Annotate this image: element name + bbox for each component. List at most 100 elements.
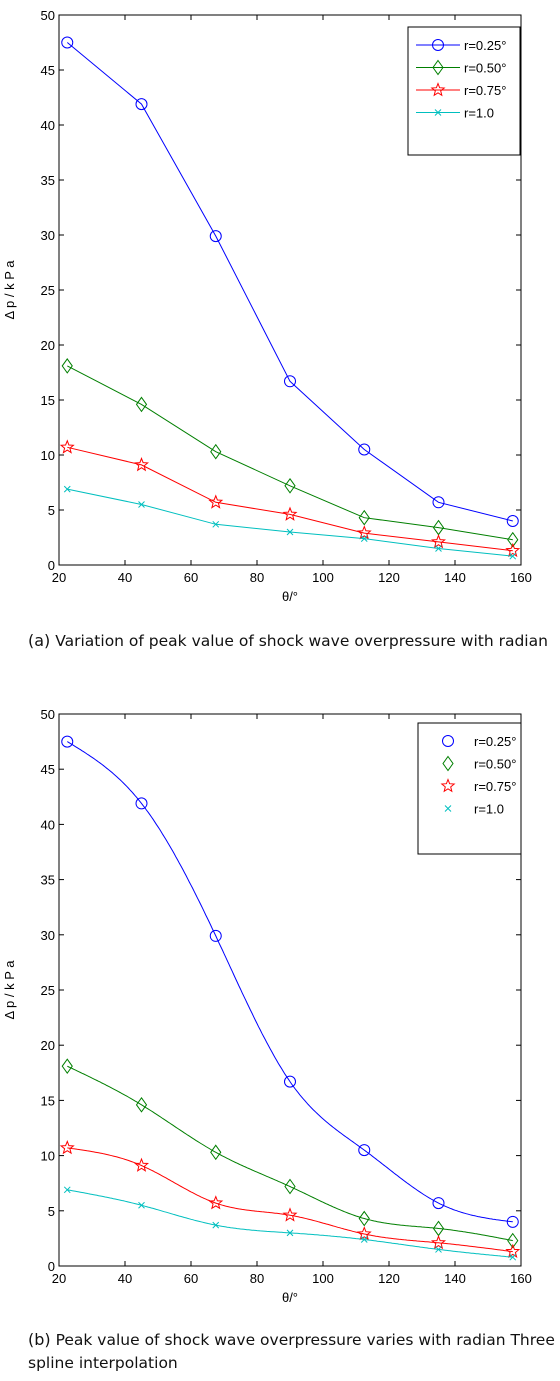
chart-a-series-1-point-0 xyxy=(61,358,73,374)
chart-a-series-3-point-0 xyxy=(63,485,71,493)
chart-b-legend-marker-1 xyxy=(442,755,454,772)
chart-b-svg: 20 40 60 80 100 120 140 160 0 5 10 15 20 25 30 35 40 45 50… xyxy=(2,707,532,1305)
chart-a-legend-marker-3 xyxy=(434,109,442,116)
caption-b-tag: (b) xyxy=(28,1330,51,1349)
chart-b-legend-label-3: r=1.0 xyxy=(474,802,504,817)
chart-a-series-2 xyxy=(59,439,521,558)
chart-a-ytick-label-9: 45 xyxy=(41,63,55,78)
chart-b-ytick-label-8: 40 xyxy=(41,817,55,832)
chart-a-xtick-label-6: 140 xyxy=(444,570,466,585)
chart-b-series-2 xyxy=(59,1140,521,1259)
chart-b-legend-label-1: r=0.50° xyxy=(474,757,516,772)
chart-b-series-2-point-1 xyxy=(133,1157,150,1172)
chart-b-series-2-point-3 xyxy=(282,1207,298,1222)
chart-b-series-1-point-0 xyxy=(61,1058,73,1075)
chart-a-series-1-point-1 xyxy=(135,396,148,413)
chart-b-series-0-line xyxy=(67,741,513,1223)
chart-a-ytick-label-5: 25 xyxy=(41,283,55,298)
chart-a-series-3-point-6 xyxy=(509,552,517,560)
chart-a-series-0-point-4 xyxy=(358,443,371,456)
chart-b-series-3-point-4 xyxy=(360,1236,368,1243)
chart-a-legend-label-3: r=1.0 xyxy=(464,106,494,121)
chart-b-legend-label-0: r=0.25° xyxy=(474,734,516,749)
chart-a-series-0-point-1 xyxy=(135,98,148,111)
chart-a-ytick-label-0: 0 xyxy=(48,558,55,573)
chart-b-series-3-point-3 xyxy=(286,1229,294,1237)
chart-b-ytick-label-5: 25 xyxy=(41,983,55,998)
chart-b-ytick-label-2: 10 xyxy=(41,1149,55,1164)
caption-a: (a) Variation of peak value of shock wav… xyxy=(28,629,558,653)
chart-b-ytick-label-10: 50 xyxy=(41,707,55,722)
chart-b-xtick-label-7: 160 xyxy=(510,1271,532,1286)
chart-b-series-0 xyxy=(61,735,519,1228)
chart-a-series-1-point-6 xyxy=(507,531,519,548)
chart-a-series-1-point-4 xyxy=(358,509,370,526)
chart-a-series-2-point-2 xyxy=(208,494,224,509)
chart-b-y-axis-label: Δ p / k P a xyxy=(2,960,17,1020)
chart-b-series-0-point-4 xyxy=(358,1144,371,1157)
chart-a-series-2-point-3 xyxy=(282,506,298,521)
chart-b-series-3-point-1 xyxy=(138,1201,145,1209)
chart-a-xtick-label-3: 80 xyxy=(250,570,264,585)
caption-b: (b) Peak value of shock wave overpressur… xyxy=(28,1328,558,1375)
chart-a-series-0-point-3 xyxy=(284,375,296,388)
chart-b-legend-box xyxy=(417,722,522,855)
chart-a-series-2-point-1 xyxy=(134,456,149,472)
chart-a-xtick-label-2: 60 xyxy=(184,570,198,585)
chart-b-series-3-point-6 xyxy=(509,1253,517,1261)
chart-b-xtick-label-5: 120 xyxy=(378,1271,400,1286)
chart-a-series-2-line xyxy=(67,446,513,552)
chart-a-series-0 xyxy=(61,36,519,527)
chart-a-series-1-line xyxy=(67,365,513,541)
caption-a-tag: (a) xyxy=(28,631,51,650)
chart-b-series-0-point-0 xyxy=(61,735,74,748)
chart-b-series-3-point-0 xyxy=(63,1186,71,1194)
chart-a-series-2-point-0 xyxy=(59,439,75,454)
chart-a-ytick-label-8: 40 xyxy=(41,118,55,133)
chart-a-xtick-label-4: 100 xyxy=(312,570,334,585)
chart-b-xtick-label-4: 100 xyxy=(312,1271,334,1286)
chart-a-series-1 xyxy=(61,358,519,548)
chart-a-ytick-label-7: 35 xyxy=(41,173,55,188)
chart-a-series-1-point-2 xyxy=(210,443,222,460)
chart-b-legend-label-2: r=0.75° xyxy=(474,779,516,794)
chart-b-xtick-label-3: 80 xyxy=(250,1271,264,1286)
chart-b-xtick-label-0: 20 xyxy=(52,1271,66,1286)
chart-b-series-3-point-2 xyxy=(212,1221,220,1229)
chart-a-series-3-point-1 xyxy=(138,501,145,508)
chart-a-legend-marker-2 xyxy=(430,82,446,97)
chart-a-legend-marker-1 xyxy=(432,59,444,76)
chart-b-ytick-label-7: 35 xyxy=(41,873,55,888)
chart-b-ytick-label-0: 0 xyxy=(48,1259,55,1274)
chart-a-series-0-point-6 xyxy=(506,515,519,527)
chart-b-series-1-line xyxy=(67,1065,513,1242)
chart-b-xtick-label-2: 60 xyxy=(184,1271,198,1286)
chart-b-ytick-label-1: 5 xyxy=(48,1204,55,1219)
chart-b-series-3 xyxy=(63,1186,517,1261)
chart-b-xtick-label-1: 40 xyxy=(118,1271,132,1286)
chart-a-legend-label-1: r=0.50° xyxy=(464,61,506,76)
chart-a-series-2-point-4 xyxy=(356,525,372,540)
chart-a-series-1-point-3 xyxy=(284,477,296,494)
chart-a-series-3-point-2 xyxy=(212,520,220,528)
chart-b-legend-marker-3 xyxy=(444,805,452,812)
chart-a-legend-label-0: r=0.25° xyxy=(464,38,506,53)
chart-a-series-3 xyxy=(63,485,517,560)
chart-b-ytick-label-6: 30 xyxy=(41,928,55,943)
chart-b-series-1-point-3 xyxy=(284,1178,296,1195)
chart-b-series-0-point-5 xyxy=(432,1197,445,1210)
chart-a-ytick-label-4: 20 xyxy=(41,338,55,353)
chart-a-series-2-point-6 xyxy=(505,542,521,558)
chart-a-series-0-point-0 xyxy=(61,36,74,49)
chart-b-series-0-point-2 xyxy=(209,929,222,942)
chart-b-series-0-point-1 xyxy=(135,797,148,810)
chart-b-ytick-label-9: 45 xyxy=(41,762,55,777)
chart-a-svg: 20 40 60 80 100 120 140 160 0 5 10 15 20 25 30 35 40 45 50… xyxy=(2,8,532,604)
chart-b-series-2-line xyxy=(67,1147,513,1253)
caption-a-text: Variation of peak value of shock wave ov… xyxy=(55,632,548,650)
chart-a-series-2-point-5 xyxy=(431,533,446,549)
chart-b-legend-marker-0 xyxy=(442,735,454,747)
chart-b-series-2-point-5 xyxy=(430,1234,447,1250)
chart-b-series-1-point-1 xyxy=(135,1096,148,1113)
chart-b-series-2-point-4 xyxy=(356,1226,372,1241)
